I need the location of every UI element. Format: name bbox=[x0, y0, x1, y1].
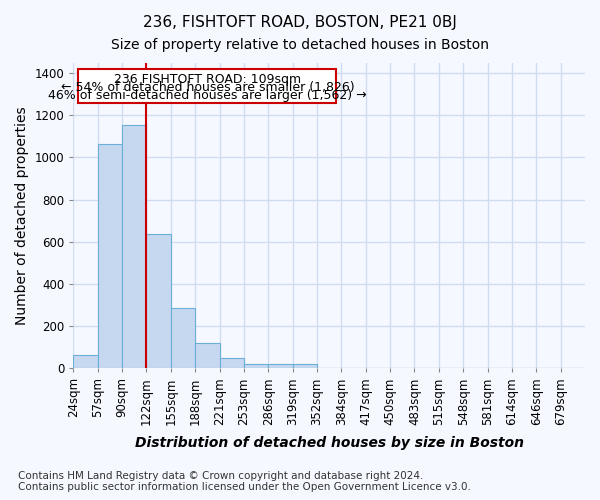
Bar bbox=[73, 354, 98, 368]
Bar bbox=[171, 308, 195, 368]
Bar bbox=[146, 234, 171, 368]
Text: 236 FISHTOFT ROAD: 109sqm: 236 FISHTOFT ROAD: 109sqm bbox=[114, 72, 301, 86]
Bar bbox=[268, 364, 293, 368]
Text: 46% of semi-detached houses are larger (1,562) →: 46% of semi-detached houses are larger (… bbox=[48, 90, 367, 102]
Text: Contains HM Land Registry data © Crown copyright and database right 2024.
Contai: Contains HM Land Registry data © Crown c… bbox=[18, 471, 471, 492]
Text: ← 54% of detached houses are smaller (1,826): ← 54% of detached houses are smaller (1,… bbox=[61, 81, 354, 94]
Y-axis label: Number of detached properties: Number of detached properties bbox=[15, 106, 29, 324]
Bar bbox=[220, 358, 244, 368]
Bar bbox=[293, 364, 317, 368]
X-axis label: Distribution of detached houses by size in Boston: Distribution of detached houses by size … bbox=[134, 436, 524, 450]
Bar bbox=[244, 364, 268, 368]
Bar bbox=[98, 144, 122, 368]
Bar bbox=[122, 124, 146, 368]
Text: 236, FISHTOFT ROAD, BOSTON, PE21 0BJ: 236, FISHTOFT ROAD, BOSTON, PE21 0BJ bbox=[143, 15, 457, 30]
Bar bbox=[195, 343, 220, 368]
FancyBboxPatch shape bbox=[78, 69, 337, 103]
Text: Size of property relative to detached houses in Boston: Size of property relative to detached ho… bbox=[111, 38, 489, 52]
